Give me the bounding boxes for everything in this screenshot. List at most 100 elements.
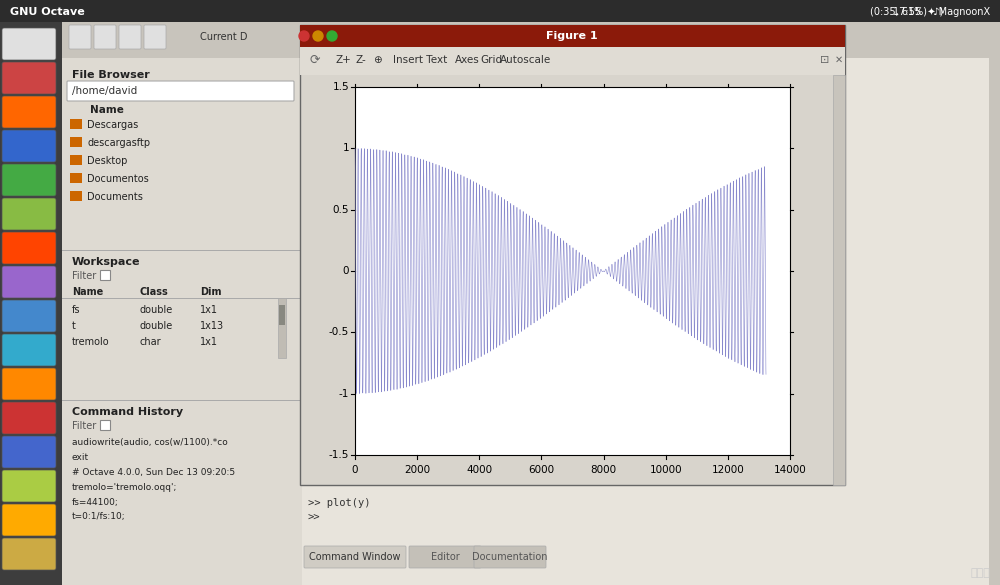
Text: Descargas: Descargas xyxy=(87,120,138,130)
Text: 1x13: 1x13 xyxy=(200,321,224,331)
Text: -1.5: -1.5 xyxy=(329,450,349,460)
Text: GNU Octave: GNU Octave xyxy=(10,7,85,17)
Text: 亿速云: 亿速云 xyxy=(970,568,990,578)
Text: File Browser: File Browser xyxy=(72,70,150,80)
Text: Dim: Dim xyxy=(200,287,222,297)
Text: descargasftp: descargasftp xyxy=(87,138,150,148)
Text: Editor: Editor xyxy=(431,552,459,562)
FancyBboxPatch shape xyxy=(2,368,56,400)
FancyBboxPatch shape xyxy=(2,62,56,94)
Text: (0:35, 61%)  ♪): (0:35, 61%) ♪) xyxy=(870,7,943,17)
Text: tremolo: tremolo xyxy=(72,337,110,347)
Text: double: double xyxy=(140,321,173,331)
Text: 0: 0 xyxy=(342,266,349,276)
Text: fs=44100;: fs=44100; xyxy=(72,497,119,507)
Bar xyxy=(70,173,82,183)
Text: /home/david: /home/david xyxy=(72,86,137,96)
Text: 8000: 8000 xyxy=(591,465,617,475)
Text: Figure 1: Figure 1 xyxy=(546,31,598,41)
FancyBboxPatch shape xyxy=(409,546,481,568)
Text: char: char xyxy=(140,337,162,347)
Bar xyxy=(70,191,82,201)
Text: 17:55  ✦ MagnoonX: 17:55 ✦ MagnoonX xyxy=(893,7,990,17)
Text: ⊕: ⊕ xyxy=(373,55,382,65)
FancyBboxPatch shape xyxy=(2,130,56,162)
FancyBboxPatch shape xyxy=(474,546,546,568)
FancyBboxPatch shape xyxy=(2,504,56,536)
Text: Filter: Filter xyxy=(72,421,96,431)
Text: ⊡: ⊡ xyxy=(820,55,829,65)
Text: Workspace: Workspace xyxy=(72,257,140,267)
Text: Z-: Z- xyxy=(355,55,366,65)
FancyBboxPatch shape xyxy=(2,538,56,570)
Bar xyxy=(70,155,82,165)
Bar xyxy=(300,25,845,485)
FancyBboxPatch shape xyxy=(67,81,294,101)
Text: Current D: Current D xyxy=(200,32,248,42)
Bar xyxy=(279,305,285,325)
Bar xyxy=(62,298,302,299)
Text: 1x1: 1x1 xyxy=(200,305,218,315)
Text: Documentation: Documentation xyxy=(472,552,548,562)
FancyBboxPatch shape xyxy=(2,436,56,468)
Text: ⟳: ⟳ xyxy=(310,53,320,67)
Text: Axes: Axes xyxy=(455,55,480,65)
Bar xyxy=(70,119,82,129)
Text: Command Window: Command Window xyxy=(309,552,401,562)
Text: Class: Class xyxy=(140,287,169,297)
FancyBboxPatch shape xyxy=(2,402,56,434)
Text: # Octave 4.0.0, Sun Dec 13 09:20:5: # Octave 4.0.0, Sun Dec 13 09:20:5 xyxy=(72,467,235,477)
Bar xyxy=(62,250,302,251)
Bar xyxy=(300,47,845,75)
Bar xyxy=(70,137,82,147)
Text: Grid: Grid xyxy=(480,55,502,65)
Text: t: t xyxy=(72,321,76,331)
Text: 4000: 4000 xyxy=(466,465,492,475)
Text: audiowrite(audio, cos(w/1100).*co: audiowrite(audio, cos(w/1100).*co xyxy=(72,438,228,446)
Text: 0: 0 xyxy=(352,465,358,475)
Text: 1x1: 1x1 xyxy=(200,337,218,347)
Circle shape xyxy=(313,31,323,41)
Text: -1: -1 xyxy=(339,388,349,398)
Circle shape xyxy=(299,31,309,41)
Text: Name: Name xyxy=(90,105,124,115)
Bar xyxy=(0,0,1000,22)
Text: Insert Text: Insert Text xyxy=(393,55,447,65)
Text: Z+: Z+ xyxy=(335,55,351,65)
Bar xyxy=(989,58,1000,585)
Text: Autoscale: Autoscale xyxy=(500,55,551,65)
Text: 2000: 2000 xyxy=(404,465,430,475)
Bar xyxy=(300,25,845,47)
FancyBboxPatch shape xyxy=(304,546,406,568)
FancyBboxPatch shape xyxy=(2,232,56,264)
Text: fs: fs xyxy=(72,305,80,315)
Bar xyxy=(100,420,110,430)
FancyBboxPatch shape xyxy=(2,198,56,230)
Bar xyxy=(355,87,790,455)
Text: Desktop: Desktop xyxy=(87,156,127,166)
FancyBboxPatch shape xyxy=(2,300,56,332)
Text: 1.5: 1.5 xyxy=(332,82,349,92)
Circle shape xyxy=(327,31,337,41)
FancyBboxPatch shape xyxy=(2,28,56,60)
Text: >> plot(y): >> plot(y) xyxy=(308,498,370,508)
Text: Documentos: Documentos xyxy=(87,174,149,184)
FancyBboxPatch shape xyxy=(2,470,56,502)
Text: double: double xyxy=(140,305,173,315)
Text: ✕: ✕ xyxy=(835,55,843,65)
FancyBboxPatch shape xyxy=(2,96,56,128)
Bar xyxy=(278,298,286,358)
Text: t=0:1/fs:10;: t=0:1/fs:10; xyxy=(72,512,126,521)
FancyBboxPatch shape xyxy=(2,266,56,298)
Text: 10000: 10000 xyxy=(649,465,682,475)
Bar xyxy=(62,400,302,401)
Text: exit: exit xyxy=(72,453,89,462)
FancyBboxPatch shape xyxy=(2,164,56,196)
FancyBboxPatch shape xyxy=(94,25,116,49)
Bar xyxy=(62,58,302,585)
Bar xyxy=(833,75,845,485)
Text: 6000: 6000 xyxy=(528,465,554,475)
FancyBboxPatch shape xyxy=(69,25,91,49)
Text: Command History: Command History xyxy=(72,407,183,417)
Text: Name: Name xyxy=(72,287,103,297)
